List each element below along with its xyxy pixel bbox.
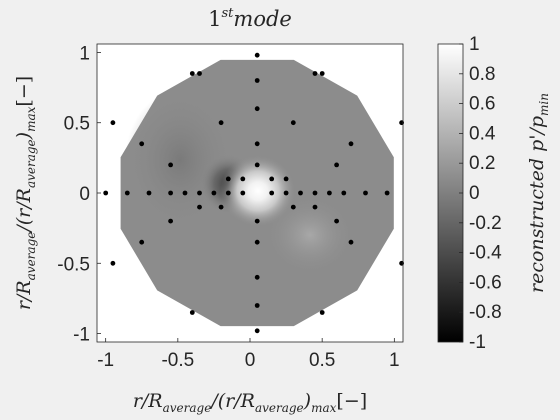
sensor-points bbox=[103, 52, 404, 334]
sensor-point bbox=[254, 52, 260, 58]
sensor-point bbox=[218, 120, 224, 126]
y-axis-label: r/Raverage/(r/Raverage)max[−] bbox=[13, 76, 38, 310]
sensor-point bbox=[254, 141, 260, 147]
title-suffix: mode bbox=[233, 7, 291, 31]
light-lobe bbox=[265, 195, 355, 275]
sensor-point bbox=[211, 190, 217, 196]
colorbar-tick-label: -1 bbox=[469, 332, 486, 353]
colorbar-tick-label: -0.4 bbox=[469, 243, 502, 264]
colorbar-tick-label: 0.2 bbox=[469, 153, 495, 174]
colorbar-tick-label: 0 bbox=[469, 183, 480, 204]
y-tick-label: 0 bbox=[79, 184, 90, 205]
chart-title: 1stmode bbox=[208, 6, 292, 31]
sensor-point bbox=[168, 218, 174, 224]
sensor-point bbox=[197, 71, 202, 76]
x-tick-label: -1 bbox=[97, 350, 114, 371]
sensor-point bbox=[254, 274, 260, 280]
title-superscript: st bbox=[222, 6, 235, 21]
sensor-point bbox=[240, 176, 246, 182]
sensor-point bbox=[225, 176, 231, 182]
sensor-point bbox=[139, 239, 145, 245]
sensor-point bbox=[319, 310, 325, 315]
colorbar: 1 0.8 0.6 0.4 0.2 0 -0.2 -0.4 -0.6 -0.8 -1 bbox=[437, 34, 502, 353]
sensor-point bbox=[225, 190, 231, 196]
x-tick-label: 0.5 bbox=[309, 350, 335, 371]
sensor-point bbox=[384, 190, 390, 196]
sensor-point bbox=[139, 141, 145, 147]
colorbar-tick-label: 0.6 bbox=[469, 94, 495, 115]
sensor-point bbox=[283, 176, 289, 182]
sensor-point bbox=[189, 310, 195, 315]
sensor-point bbox=[240, 190, 246, 196]
sensor-point bbox=[290, 204, 296, 210]
sensor-point bbox=[327, 190, 332, 196]
sensor-point bbox=[254, 218, 260, 224]
sensor-point bbox=[269, 176, 275, 182]
sensor-point bbox=[312, 71, 318, 76]
sensor-point bbox=[312, 190, 318, 196]
colorbar-tick-label: 0.8 bbox=[469, 64, 495, 85]
sensor-point bbox=[254, 162, 260, 168]
y-tick-label: -0.5 bbox=[57, 254, 90, 275]
sensor-point bbox=[197, 190, 202, 196]
sensor-point bbox=[218, 204, 224, 210]
sensor-point bbox=[269, 190, 275, 196]
sensor-point bbox=[103, 190, 109, 196]
colorbar-tick-label: -0.6 bbox=[469, 272, 502, 293]
sensor-point bbox=[168, 162, 174, 168]
sensor-point bbox=[254, 303, 260, 308]
sensor-point bbox=[319, 71, 325, 76]
sensor-point bbox=[124, 190, 130, 196]
sensor-point bbox=[189, 71, 195, 76]
sensor-point bbox=[283, 190, 289, 196]
sensor-point bbox=[334, 218, 339, 224]
colorbar-tick-label: -0.2 bbox=[469, 213, 502, 234]
sensor-point bbox=[334, 162, 339, 168]
y-tick-label: 1 bbox=[79, 43, 90, 64]
x-tick-label: -0.5 bbox=[161, 350, 194, 371]
sensor-point bbox=[298, 190, 303, 196]
title-main: 1 bbox=[208, 7, 221, 31]
x-axis-label: r/Raverage/(r/Raverage)max[−] bbox=[133, 390, 367, 415]
sensor-point bbox=[146, 190, 152, 196]
colorbar-tick-label: 0.4 bbox=[469, 123, 496, 144]
sensor-point bbox=[254, 328, 260, 334]
sensor-point bbox=[254, 239, 260, 245]
x-tick-label: 1 bbox=[389, 350, 400, 371]
colorbar-tick-label: 1 bbox=[469, 34, 480, 55]
sensor-point bbox=[290, 120, 296, 126]
sensor-point bbox=[110, 260, 116, 266]
sensor-point bbox=[254, 78, 260, 83]
sensor-point bbox=[254, 106, 260, 112]
sensor-point bbox=[363, 190, 368, 196]
axes: -1 -0.5 0 0.5 1 1 0.5 0 -0.5 -1 bbox=[57, 43, 404, 371]
heatmap-field bbox=[120, 59, 394, 327]
sensor-point bbox=[168, 190, 174, 196]
sensor-point bbox=[348, 141, 354, 147]
sensor-point bbox=[197, 204, 202, 210]
sensor-point bbox=[182, 190, 188, 196]
peak-region bbox=[220, 155, 296, 227]
y-tick-label: 0.5 bbox=[64, 114, 90, 135]
colorbar-label: reconstructed p'/pmin bbox=[526, 93, 551, 293]
y-tick-label: -1 bbox=[73, 325, 90, 346]
sensor-point bbox=[110, 120, 116, 126]
colorbar-tick-label: -0.8 bbox=[469, 302, 502, 323]
sensor-point bbox=[348, 239, 354, 245]
sensor-point bbox=[312, 204, 318, 210]
x-tick-label: 0 bbox=[245, 350, 256, 371]
sensor-point bbox=[341, 190, 347, 196]
